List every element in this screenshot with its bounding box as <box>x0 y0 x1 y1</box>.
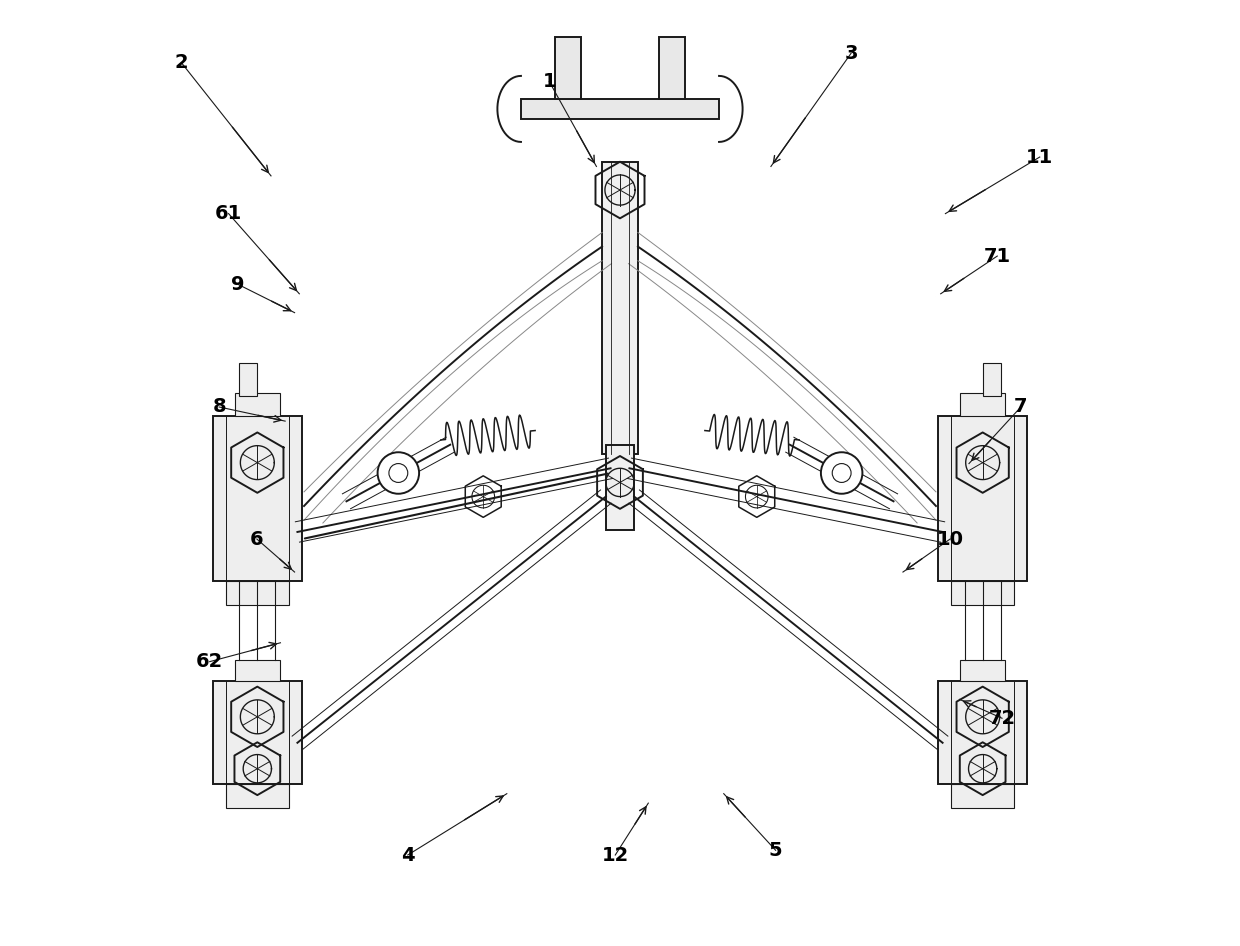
Text: 3: 3 <box>844 44 858 62</box>
Bar <box>960 659 1006 680</box>
Text: 72: 72 <box>988 709 1016 727</box>
Bar <box>556 37 582 98</box>
Bar <box>226 784 289 808</box>
Circle shape <box>821 452 862 494</box>
Bar <box>658 37 684 98</box>
Text: 9: 9 <box>231 275 244 294</box>
Text: 4: 4 <box>401 846 414 865</box>
Bar <box>212 416 303 582</box>
Text: 10: 10 <box>936 530 963 549</box>
Text: 2: 2 <box>175 53 188 72</box>
Bar <box>951 582 1014 605</box>
Bar <box>521 98 719 119</box>
Bar <box>234 393 280 416</box>
Bar <box>226 582 289 605</box>
Bar <box>605 445 635 530</box>
Text: 71: 71 <box>983 247 1011 266</box>
Bar <box>603 162 637 454</box>
Circle shape <box>378 452 419 494</box>
Bar <box>951 784 1014 808</box>
Text: 7: 7 <box>1014 397 1028 416</box>
Bar <box>212 680 303 784</box>
Text: 5: 5 <box>769 841 782 860</box>
Text: 1: 1 <box>542 72 556 91</box>
Text: 6: 6 <box>250 530 264 549</box>
Bar <box>239 362 258 395</box>
Text: 12: 12 <box>601 846 629 865</box>
Bar <box>937 416 1028 582</box>
Text: 62: 62 <box>196 652 223 671</box>
Bar <box>982 362 1001 395</box>
Text: 8: 8 <box>212 397 226 416</box>
Bar <box>937 680 1028 784</box>
Bar <box>234 659 280 680</box>
Text: 61: 61 <box>215 204 242 223</box>
Text: 11: 11 <box>1027 148 1053 166</box>
Bar <box>960 393 1006 416</box>
